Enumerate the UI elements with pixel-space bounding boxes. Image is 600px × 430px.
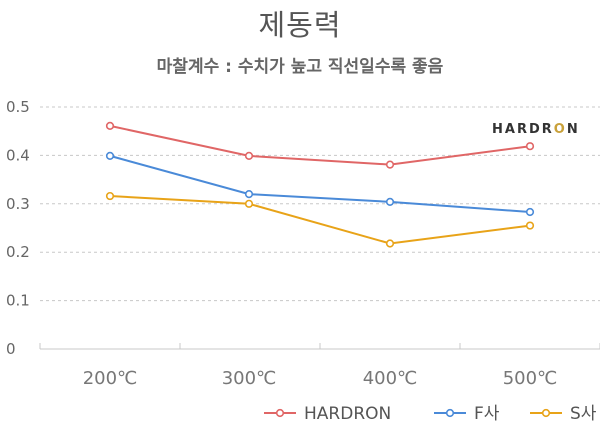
brand-logo-text: HARDRON [492,122,580,137]
legend-label: S사 [570,404,597,424]
data-point [105,151,115,160]
legend-marker [445,408,455,418]
y-axis-ticks: 0 0.1 0.2 0.3 0.4 0.5 [6,98,30,358]
y-tick-label: 0 [6,340,16,358]
data-point [525,142,535,151]
series-group [105,121,535,248]
legend-label: HARDRON [304,404,391,424]
data-point [525,207,535,217]
chart-title: 제동력 [258,8,342,42]
hardron-logo: HARDRON [492,122,580,137]
x-tick-label: 400℃ [363,368,418,389]
data-point [105,121,115,130]
x-axis: 200℃ 300℃ 400℃ 500℃ [39,343,600,389]
data-point [244,199,254,208]
x-tick-label: 300℃ [222,368,277,389]
legend: HARDRON F사 S사 [264,404,597,424]
data-point [385,197,395,206]
data-point [385,239,395,248]
data-point [244,151,254,160]
y-tick-label: 0.5 [6,98,30,116]
y-tick-label: 0.3 [6,195,30,213]
legend-label: F사 [474,404,500,424]
series-line [109,195,531,245]
series-line [109,124,531,166]
data-point [385,160,395,169]
legend-marker [275,408,285,418]
y-tick-label: 0.1 [6,292,30,310]
y-tick-label: 0.2 [6,243,30,261]
series-line [109,154,531,214]
legend-marker [541,408,551,418]
data-point [525,221,535,230]
data-point [105,191,115,201]
x-tick-label: 500℃ [503,368,558,389]
data-point [244,190,254,199]
y-tick-label: 0.4 [6,146,30,164]
x-tick-label: 200℃ [83,368,138,389]
chart-subtitle: 마찰계수 : 수치가 높고 직선일수록 좋음 [156,57,444,77]
